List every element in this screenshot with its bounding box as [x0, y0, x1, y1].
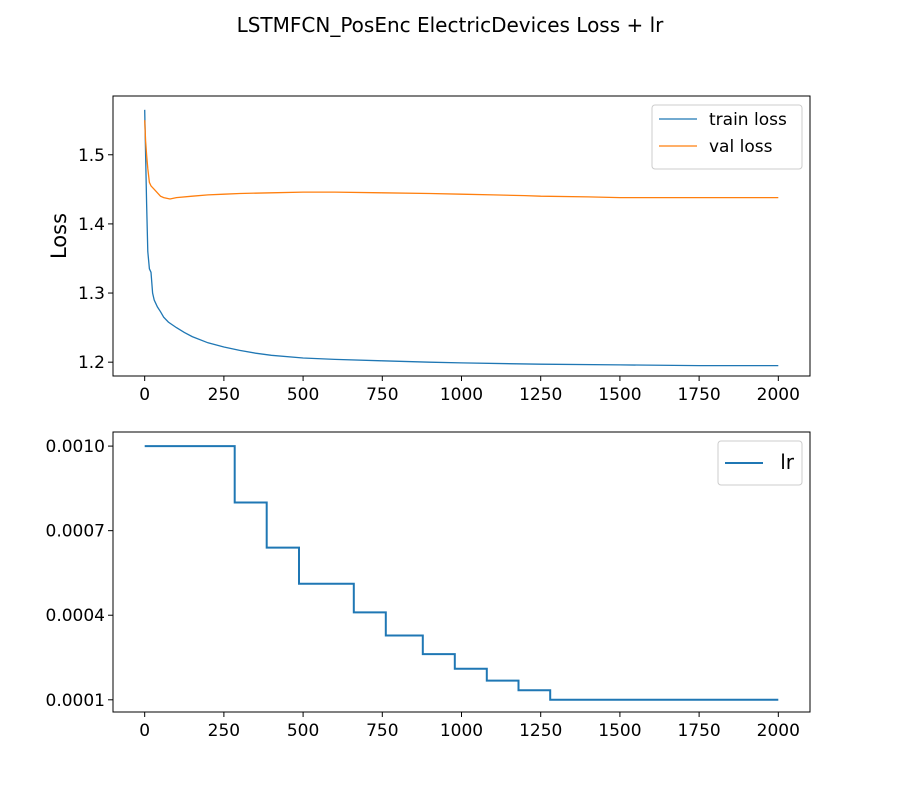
x-tick-label: 1750	[677, 385, 720, 405]
y-tick-label: 0.0007	[46, 522, 105, 542]
series-line-train-loss	[144, 109, 779, 367]
x-tick-label: 1250	[519, 385, 562, 405]
y-tick-label: 1.3	[78, 284, 105, 304]
x-tick-label: 2000	[757, 385, 800, 405]
legend-label: val loss	[709, 137, 773, 157]
y-tick-label: 1.2	[78, 353, 105, 373]
x-tick-label: 750	[366, 721, 398, 741]
charts-group: 0 250 500 750 1000 1250 1500 1750 2000 1.2 1.3 1.4 1…	[46, 95, 811, 741]
y-tick-label: 1.4	[78, 215, 105, 235]
x-tick-label: 750	[366, 385, 398, 405]
y-tick-label: 0.0001	[46, 691, 105, 711]
x-tick-label: 1500	[598, 385, 641, 405]
legend: train loss val loss	[651, 104, 803, 170]
x-tick-label: 0	[139, 385, 150, 405]
figure-title: LSTMFCN_PosEnc ElectricDevices Loss + lr	[237, 13, 665, 37]
x-tick-label: 2000	[757, 721, 800, 741]
series-line-lr	[144, 445, 779, 701]
legend-label: lr	[780, 450, 795, 474]
y-tick-label: 0.0010	[46, 437, 105, 457]
x-tick-label: 1750	[677, 721, 720, 741]
x-tick-label: 1000	[440, 721, 483, 741]
x-tick-label: 500	[287, 721, 319, 741]
y-tick-label: 0.0004	[46, 606, 105, 626]
x-tick-label: 1000	[440, 385, 483, 405]
x-tick-label: 250	[208, 385, 240, 405]
x-tick-label: 250	[208, 721, 240, 741]
legend-box	[651, 104, 803, 170]
legend: lr	[717, 440, 803, 486]
y-axis-label: Loss	[47, 213, 71, 259]
x-tick-label: 1500	[598, 721, 641, 741]
x-tick-label: 500	[287, 385, 319, 405]
series-line-val-loss	[144, 120, 779, 200]
x-tick-label: 0	[139, 721, 150, 741]
chart-2: 0 250 500 750 1000 1250 1500 1750 2000 0.0001 0.00…	[46, 431, 811, 741]
legend-label: train loss	[709, 110, 787, 130]
x-tick-label: 1250	[519, 721, 562, 741]
y-tick-label: 1.5	[78, 146, 105, 166]
plot-area	[113, 432, 810, 712]
chart-1: 0 250 500 750 1000 1250 1500 1750 2000 1.2 1.3 1.4 1…	[47, 95, 811, 405]
